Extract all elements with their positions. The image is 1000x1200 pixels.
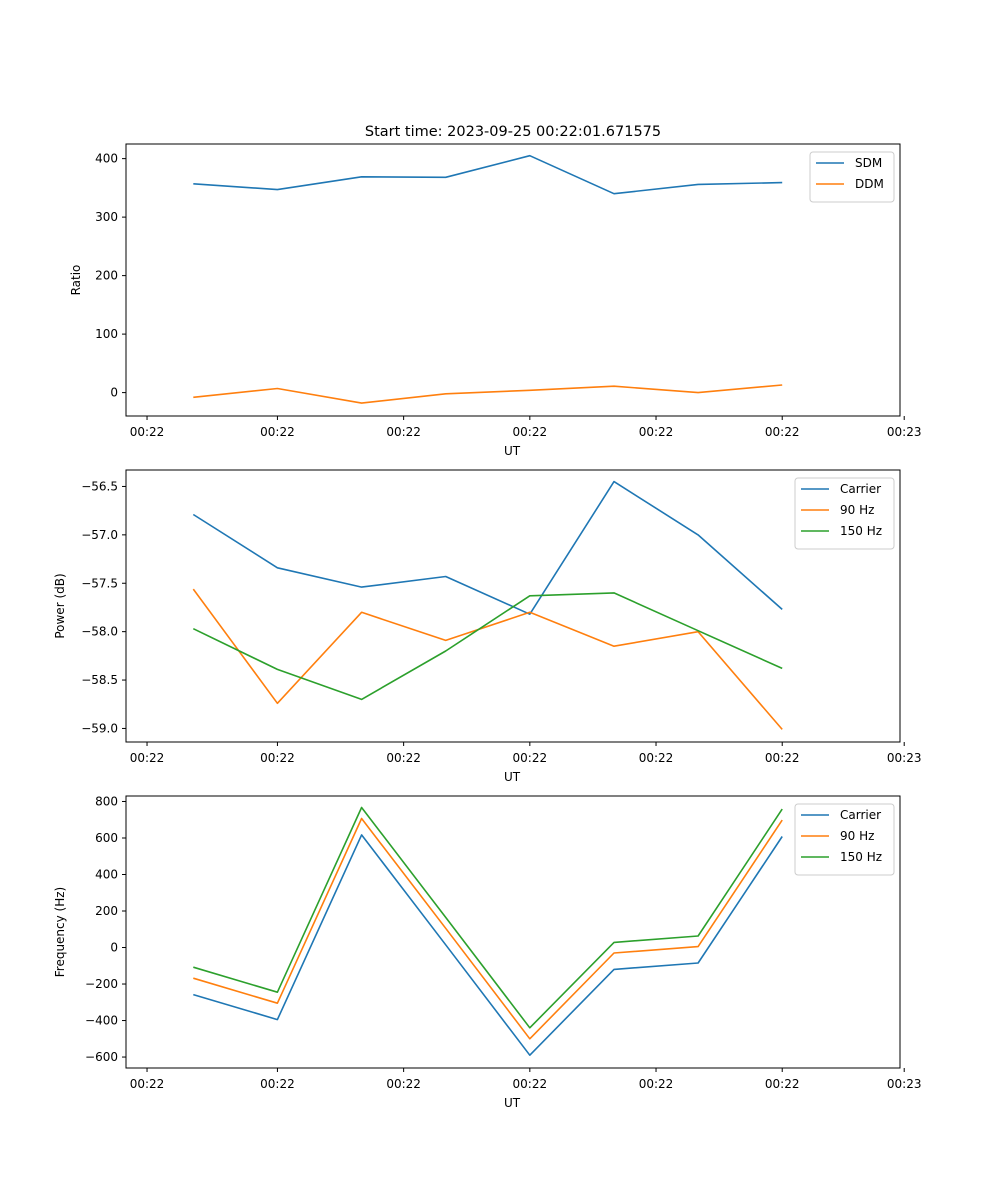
chart-panel-3: 00:22 00:22 00:22 00:22 00:22 00:22 00:23 800 60… bbox=[53, 794, 922, 1110]
series-line-ddm bbox=[193, 384, 783, 404]
x-tick-label: 00:22 bbox=[130, 1077, 165, 1091]
x-tick-label: 00:22 bbox=[130, 751, 165, 765]
x-tick-label: 00:22 bbox=[130, 425, 165, 439]
y-tick-label: −400 bbox=[85, 1014, 118, 1028]
series-line-carrier bbox=[192, 480, 783, 616]
legend-label: 90 Hz bbox=[840, 503, 874, 517]
x-tick-label: 00:22 bbox=[513, 425, 548, 439]
x-tick-label: 00:22 bbox=[639, 751, 674, 765]
legend-label: 150 Hz bbox=[840, 850, 882, 864]
y-tick-label: 200 bbox=[95, 269, 118, 283]
y-tick-label: 600 bbox=[95, 831, 118, 845]
x-tick-label: 00:22 bbox=[513, 751, 548, 765]
y-tick-label: 100 bbox=[95, 327, 118, 341]
legend-label: 90 Hz bbox=[840, 829, 874, 843]
x-tick-label: 00:23 bbox=[887, 425, 922, 439]
x-tick-label: 00:22 bbox=[260, 751, 295, 765]
legend-label: Carrier bbox=[840, 808, 881, 822]
y-tick-label: −57.0 bbox=[81, 528, 118, 542]
x-tick-label: 00:22 bbox=[386, 751, 421, 765]
x-axis-label: UT bbox=[504, 1096, 521, 1110]
series-line-150-hz bbox=[192, 592, 783, 701]
y-axis-label: Ratio bbox=[69, 265, 83, 296]
y-tick-label: 300 bbox=[95, 210, 118, 224]
plot-area-frame bbox=[125, 469, 901, 743]
x-tick-label: 00:22 bbox=[765, 751, 800, 765]
series-line-90-hz bbox=[192, 588, 783, 730]
y-tick-label: 400 bbox=[95, 152, 118, 166]
series-line-150-hz bbox=[193, 806, 783, 1029]
series-line-carrier bbox=[193, 834, 783, 1056]
legend: SDM DDM bbox=[809, 151, 895, 203]
legend-label: Carrier bbox=[840, 482, 881, 496]
y-axis-label: Frequency (Hz) bbox=[53, 887, 67, 978]
x-tick-label: 00:22 bbox=[260, 425, 295, 439]
legend: Carrier 90 Hz 150 Hz bbox=[794, 477, 895, 550]
x-axis-label: UT bbox=[504, 770, 521, 784]
legend: Carrier 90 Hz 150 Hz bbox=[794, 803, 895, 876]
x-tick-label: 00:22 bbox=[513, 1077, 548, 1091]
x-tick-label: 00:22 bbox=[386, 1077, 421, 1091]
x-tick-label: 00:23 bbox=[887, 1077, 922, 1091]
y-tick-label: −58.5 bbox=[81, 673, 118, 687]
y-tick-label: −56.5 bbox=[81, 479, 118, 493]
x-tick-label: 00:22 bbox=[639, 425, 674, 439]
y-tick-label: 800 bbox=[95, 794, 118, 808]
y-tick-label: −58.0 bbox=[81, 625, 118, 639]
x-tick-label: 00:22 bbox=[765, 425, 800, 439]
legend-label: SDM bbox=[855, 156, 882, 170]
series-line-90-hz bbox=[193, 817, 783, 1040]
x-tick-label: 00:23 bbox=[887, 751, 922, 765]
y-tick-label: −57.5 bbox=[81, 576, 118, 590]
y-tick-label: 0 bbox=[110, 941, 118, 955]
legend-label: 150 Hz bbox=[840, 524, 882, 538]
legend-label: DDM bbox=[855, 177, 884, 191]
y-tick-label: 0 bbox=[110, 386, 118, 400]
x-tick-label: 00:22 bbox=[639, 1077, 674, 1091]
x-axis-label: UT bbox=[504, 444, 521, 458]
y-tick-label: 200 bbox=[95, 904, 118, 918]
x-tick-label: 00:22 bbox=[260, 1077, 295, 1091]
y-tick-label: −200 bbox=[85, 977, 118, 991]
plot-area-frame bbox=[125, 795, 901, 1069]
plot-area-frame bbox=[125, 143, 901, 417]
chart-panel-1: 00:22 00:22 00:22 00:22 00:22 00:22 00:23 0 100 2… bbox=[69, 143, 922, 458]
legend-box bbox=[809, 151, 895, 203]
chart-panel-2: 00:22 00:22 00:22 00:22 00:22 00:22 00:23 −56.5… bbox=[53, 469, 922, 784]
y-tick-label: −59.0 bbox=[81, 721, 118, 735]
x-tick-label: 00:22 bbox=[386, 425, 421, 439]
figure-title: Start time: 2023-09-25 00:22:01.671575 bbox=[365, 124, 661, 140]
y-tick-label: 400 bbox=[95, 867, 118, 881]
series-line-sdm bbox=[193, 154, 783, 195]
y-axis-label: Power (dB) bbox=[53, 573, 67, 638]
y-tick-label: −600 bbox=[85, 1050, 118, 1064]
x-tick-label: 00:22 bbox=[765, 1077, 800, 1091]
